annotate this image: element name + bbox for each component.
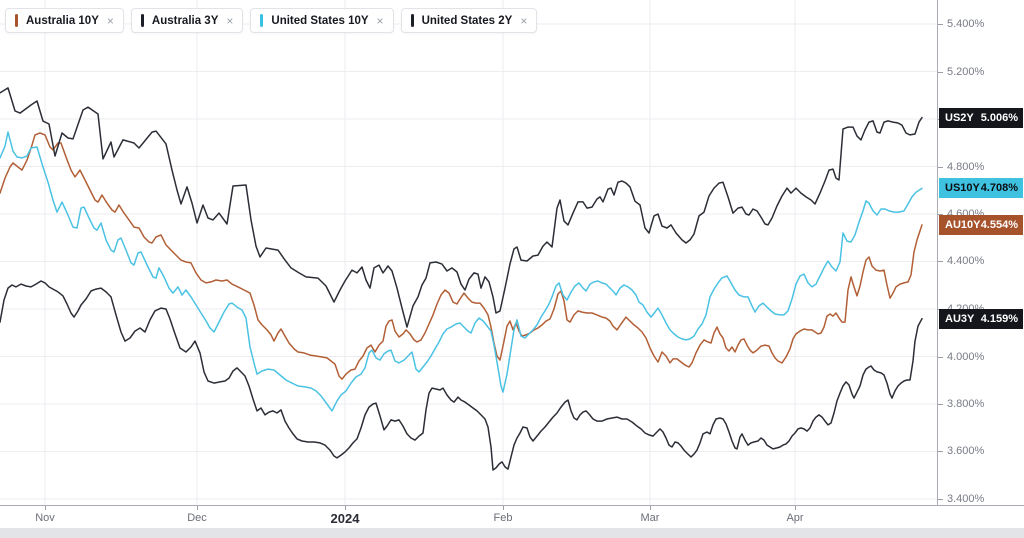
price-tick — [938, 451, 943, 452]
remove-series-icon[interactable]: × — [106, 13, 114, 28]
time-tick — [45, 506, 46, 510]
time-axis-label-apr: Apr — [786, 512, 804, 524]
time-axis-label-feb: Feb — [493, 512, 513, 524]
series-color-bar — [410, 14, 414, 27]
legend-chip-australia-10y[interactable]: Australia 10Y × — [5, 8, 124, 33]
legend-chip-united-states-2y[interactable]: United States 2Y × — [400, 8, 538, 33]
price-tick — [938, 72, 943, 73]
time-axis-label-2024: 2024 — [330, 511, 360, 526]
series-color-bar — [140, 14, 144, 27]
price-axis-panel[interactable]: 5.400%5.200%5.000%4.800%4.600%4.400%4.20… — [937, 0, 1024, 505]
price-tick — [938, 261, 943, 262]
time-tick — [197, 506, 198, 510]
price-tick — [938, 357, 943, 358]
price-badge-value: 4.554% — [980, 219, 1018, 231]
remove-series-icon[interactable]: × — [520, 13, 528, 28]
price-badge-value: 4.159% — [980, 313, 1018, 325]
price-axis-label: 4.000% — [947, 351, 985, 363]
price-badge-series: US2Y — [945, 112, 974, 124]
time-tick — [345, 506, 346, 510]
price-badge-us2y: US2Y 5.006% — [939, 108, 1023, 128]
remove-series-icon[interactable]: × — [376, 13, 384, 28]
price-chart[interactable] — [0, 0, 937, 505]
price-axis-label: 3.800% — [947, 398, 985, 410]
price-tick — [938, 24, 943, 25]
price-badge-series: AU10Y — [945, 219, 981, 231]
series-line-au10y[interactable] — [0, 132, 923, 380]
legend-chip-label: United States 2Y — [421, 14, 513, 27]
legend: Australia 10Y × Australia 3Y × United States… — [5, 8, 538, 33]
price-tick — [938, 214, 943, 215]
price-badge-series: AU3Y — [945, 313, 975, 325]
legend-chip-australia-3y[interactable]: Australia 3Y × — [130, 8, 244, 33]
time-axis-label-dec: Dec — [187, 512, 207, 524]
legend-chip-united-states-10y[interactable]: United States 10Y × — [250, 8, 394, 33]
price-axis-label: 3.600% — [947, 445, 985, 457]
price-badge-au10y: AU10Y 4.554% — [939, 215, 1023, 235]
bottom-scroll-strip — [0, 528, 1024, 538]
price-axis-label: 4.400% — [947, 255, 985, 267]
legend-chip-label: United States 10Y — [271, 14, 369, 27]
price-badge-us10y: US10Y 4.708% — [939, 178, 1023, 198]
price-tick — [938, 167, 943, 168]
price-tick — [938, 404, 943, 405]
legend-chip-label: Australia 3Y — [151, 14, 219, 27]
price-axis-label: 5.400% — [947, 18, 985, 30]
price-axis-label: 4.800% — [947, 161, 985, 173]
time-axis-panel[interactable]: Nov Dec 2024 Feb Mar Apr — [0, 505, 1024, 528]
time-axis-label-mar: Mar — [640, 512, 660, 524]
time-tick — [795, 506, 796, 510]
price-tick — [938, 499, 943, 500]
series-line-us2y[interactable] — [0, 87, 923, 328]
time-axis-label-nov: Nov — [35, 512, 55, 524]
series-color-bar — [15, 14, 18, 27]
series-line-us10y[interactable] — [0, 131, 923, 412]
time-tick — [650, 506, 651, 510]
series-color-bar — [260, 14, 264, 27]
price-badge-series: US10Y — [945, 182, 980, 194]
legend-chip-label: Australia 10Y — [26, 14, 99, 27]
remove-series-icon[interactable]: × — [226, 13, 234, 28]
time-tick — [503, 506, 504, 510]
price-axis-label: 5.200% — [947, 66, 985, 78]
price-axis-label: 3.400% — [947, 493, 985, 505]
price-badge-value: 4.708% — [980, 182, 1018, 194]
price-badge-value: 5.006% — [980, 112, 1018, 124]
price-badge-au3y: AU3Y 4.159% — [939, 309, 1023, 329]
series-line-au3y[interactable] — [0, 280, 923, 471]
